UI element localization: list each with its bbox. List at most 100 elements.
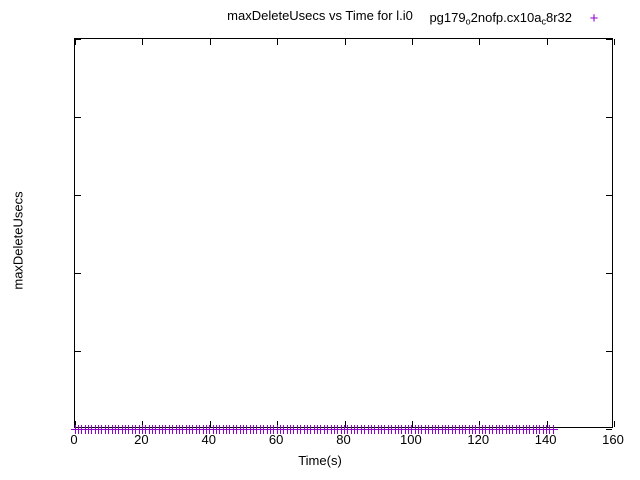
data-point [158, 424, 168, 434]
y-tick-mark-mirror [606, 429, 612, 430]
data-point [121, 424, 131, 434]
y-tick-mark [75, 195, 81, 196]
data-point [90, 424, 100, 434]
data-point [387, 424, 397, 434]
series-points-layer [70, 39, 612, 434]
data-point [313, 424, 323, 434]
data-point [252, 424, 262, 434]
legend-label-part: 2nofp.cx10a [470, 10, 542, 25]
data-point [218, 424, 228, 434]
data-point [299, 424, 309, 434]
chart-title: maxDeleteUsecs vs Time for l.i0 [227, 8, 413, 23]
data-point [296, 424, 306, 434]
x-tick-mark-mirror [142, 39, 144, 45]
data-point [104, 424, 114, 434]
data-point [515, 424, 525, 434]
data-point [188, 424, 198, 434]
data-point [366, 424, 376, 434]
data-point [323, 424, 333, 434]
x-tick-label: 100 [400, 432, 422, 447]
data-point [309, 424, 319, 434]
data-point [353, 424, 363, 434]
data-point [222, 424, 232, 434]
data-point [377, 424, 387, 434]
y-tick-mark [75, 273, 81, 274]
data-point [505, 424, 515, 434]
legend-series-label: pg179o2nofp.cx10ac8r32 [429, 10, 572, 27]
y-tick-mark-mirror [606, 39, 612, 40]
x-tick-label: 40 [201, 432, 216, 447]
data-point [232, 424, 242, 434]
x-tick-mark-mirror [546, 39, 548, 45]
data-point [508, 424, 518, 434]
data-point [457, 424, 467, 434]
data-point [286, 424, 296, 434]
x-tick-mark [277, 421, 279, 427]
data-point [420, 424, 430, 434]
data-point [370, 424, 380, 434]
data-point [114, 424, 124, 434]
data-point [282, 424, 292, 434]
data-point [326, 424, 336, 434]
data-point [225, 424, 235, 434]
data-point [245, 424, 255, 434]
x-tick-label: 120 [467, 432, 490, 447]
data-point [94, 424, 104, 434]
data-point [147, 424, 157, 434]
x-tick-label: 160 [602, 432, 624, 447]
data-point [215, 424, 225, 434]
x-tick-mark [209, 421, 211, 427]
data-point [238, 424, 248, 434]
x-tick-mark [75, 421, 76, 427]
data-point [124, 424, 134, 434]
data-point [117, 424, 127, 434]
data-point [363, 424, 373, 434]
data-point [249, 424, 259, 434]
data-point [518, 424, 528, 434]
data-point [110, 424, 120, 434]
data-point [228, 424, 238, 434]
data-point [80, 424, 90, 434]
data-point [259, 424, 269, 434]
y-tick-mark-mirror [606, 351, 612, 352]
data-point [316, 424, 326, 434]
data-point [521, 424, 531, 434]
data-point [302, 424, 312, 434]
data-point [242, 424, 252, 434]
data-point [498, 424, 508, 434]
x-tick-label: 80 [336, 432, 351, 447]
data-point [151, 424, 161, 434]
x-tick-label: 20 [134, 432, 149, 447]
data-point [289, 424, 299, 434]
data-point [171, 424, 181, 434]
data-point [154, 424, 164, 434]
x-tick-mark [344, 421, 346, 427]
x-tick-mark [614, 421, 615, 427]
x-tick-mark-mirror [75, 39, 76, 45]
data-point [292, 424, 302, 434]
legend-label-part: 8r32 [545, 10, 572, 25]
data-point [185, 424, 195, 434]
data-point [306, 424, 316, 434]
y-tick-mark-mirror [606, 117, 612, 118]
data-point [444, 424, 454, 434]
y-axis-label: maxDeleteUsecs [10, 191, 26, 290]
y-tick-mark [75, 429, 81, 430]
data-point [494, 424, 504, 434]
data-point [447, 424, 457, 434]
data-point [168, 424, 178, 434]
data-point [161, 424, 171, 434]
data-point [235, 424, 245, 434]
x-tick-mark [479, 421, 481, 427]
data-point [319, 424, 329, 434]
x-tick-mark-mirror [344, 39, 346, 45]
y-tick-mark [75, 117, 81, 118]
x-tick-mark [411, 421, 413, 427]
x-tick-mark [142, 421, 144, 427]
x-tick-mark-mirror [209, 39, 211, 45]
data-point [87, 424, 97, 434]
data-point [83, 424, 93, 434]
y-tick-mark [75, 39, 81, 40]
x-tick-mark [546, 421, 548, 427]
data-point [427, 424, 437, 434]
